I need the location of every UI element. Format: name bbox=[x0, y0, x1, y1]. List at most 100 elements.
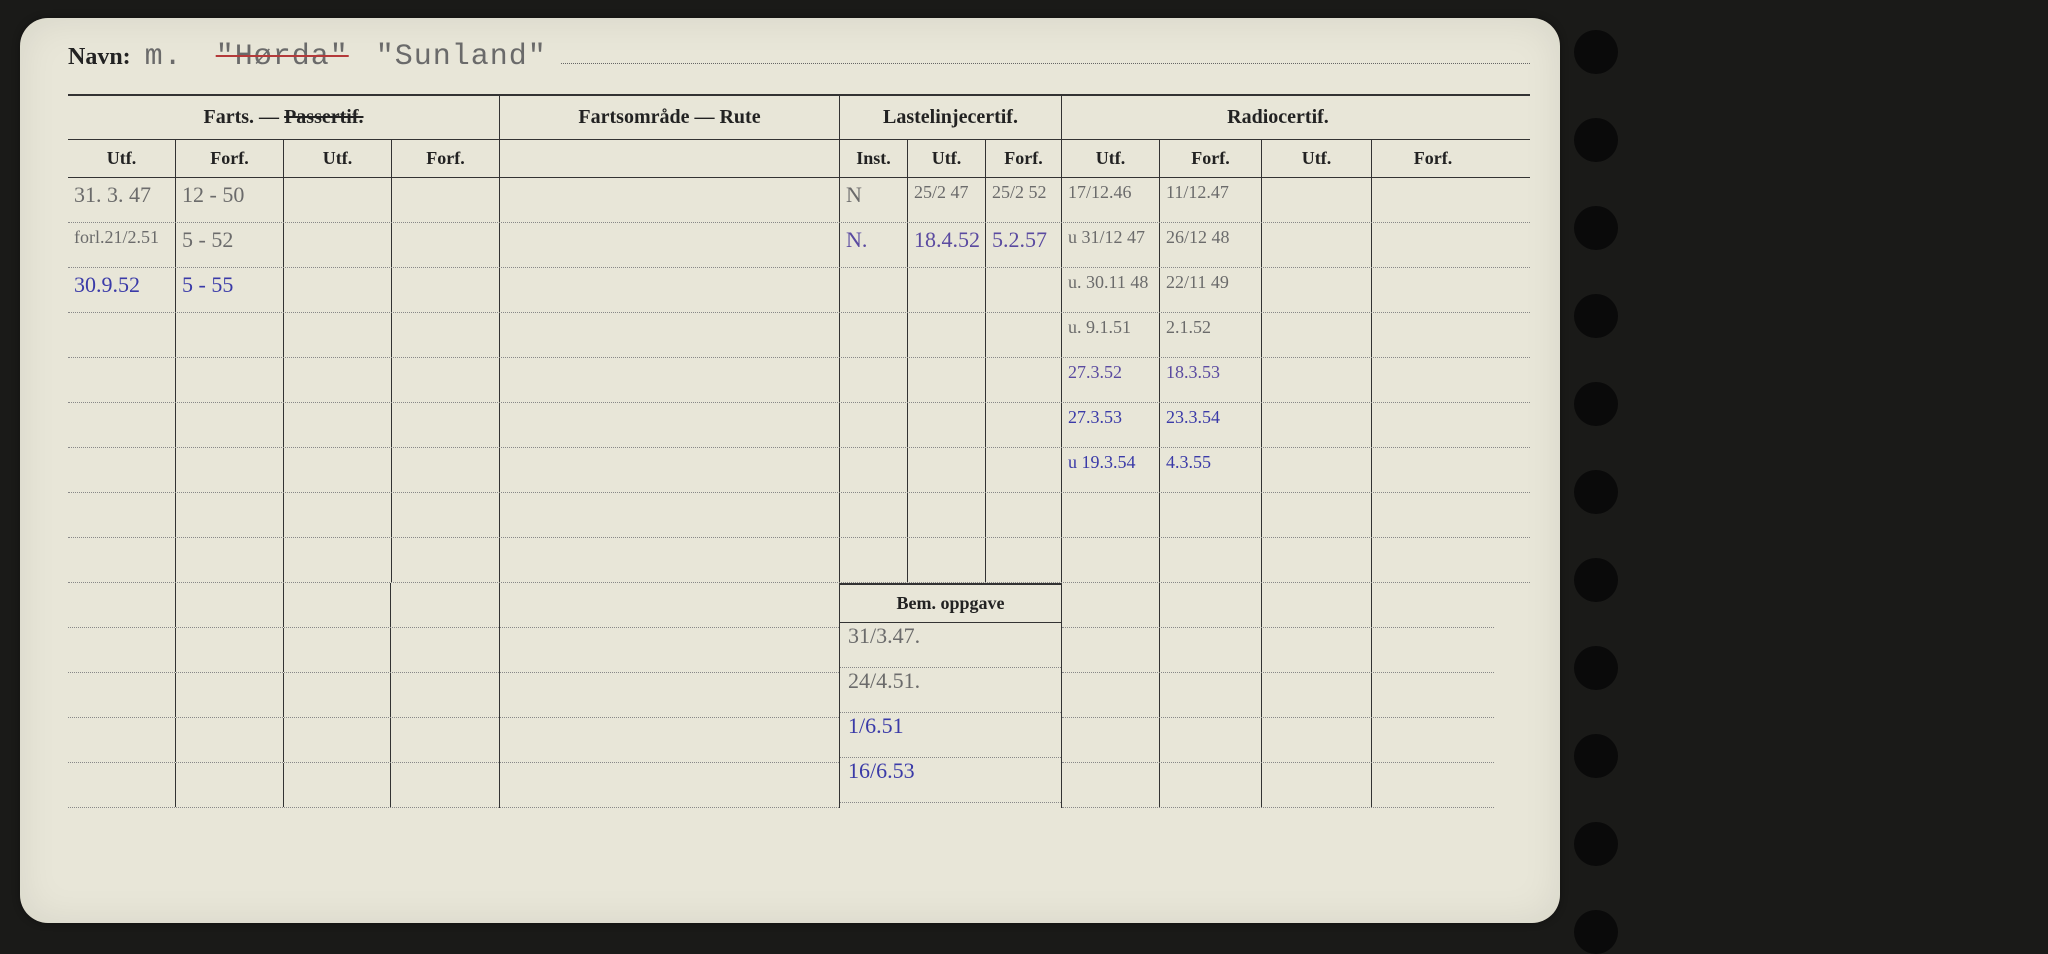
navn-row: Navn: m. "Hørda" "Sunland" bbox=[68, 40, 1530, 96]
cell bbox=[500, 223, 840, 267]
cell bbox=[1262, 358, 1372, 402]
cell bbox=[1372, 178, 1494, 222]
cell bbox=[1372, 358, 1494, 402]
bem-value: 1/6.51 bbox=[848, 713, 904, 757]
cell bbox=[284, 223, 392, 267]
table-row: u. 9.1.512.1.52 bbox=[68, 313, 1530, 358]
cell bbox=[986, 448, 1062, 492]
cell bbox=[176, 493, 284, 537]
navn-value: m. "Hørda" "Sunland" bbox=[145, 40, 547, 74]
cell bbox=[284, 358, 392, 402]
col-radio-forf2: Forf. bbox=[1372, 140, 1494, 177]
cell bbox=[986, 403, 1062, 447]
cell bbox=[284, 178, 392, 222]
cell bbox=[392, 178, 500, 222]
cell: 18.3.53 bbox=[1160, 358, 1262, 402]
cell bbox=[392, 313, 500, 357]
cell bbox=[284, 268, 392, 312]
table-row: 27.3.5218.3.53 bbox=[68, 358, 1530, 403]
cell: N. bbox=[840, 223, 908, 267]
cell bbox=[1062, 493, 1160, 537]
cell bbox=[392, 358, 500, 402]
cell: 31. 3. 47 bbox=[68, 178, 176, 222]
table-row: 30.9.525 - 55u. 30.11 4822/11 49 bbox=[68, 268, 1530, 313]
cell: 5.2.57 bbox=[986, 223, 1062, 267]
cell bbox=[68, 538, 176, 582]
cell bbox=[1372, 268, 1494, 312]
col-laste-utf: Utf. bbox=[908, 140, 986, 177]
header-farts-struck: Passertif. bbox=[284, 106, 363, 128]
punch-hole bbox=[1574, 30, 1618, 74]
cell: 5 - 52 bbox=[176, 223, 284, 267]
cell bbox=[284, 448, 392, 492]
cell bbox=[392, 223, 500, 267]
cell bbox=[1062, 538, 1160, 582]
cell: u 19.3.54 bbox=[1062, 448, 1160, 492]
punch-hole bbox=[1574, 382, 1618, 426]
lower-farts-blank bbox=[68, 583, 500, 808]
header-farts-text: Farts. — bbox=[204, 106, 280, 128]
punch-hole bbox=[1574, 734, 1618, 778]
cell bbox=[392, 403, 500, 447]
cell bbox=[500, 403, 840, 447]
header-lastelinje: Lastelinjecertif. bbox=[840, 96, 1062, 139]
cell bbox=[908, 538, 986, 582]
cell bbox=[840, 493, 908, 537]
table-row: 27.3.5323.3.54 bbox=[68, 403, 1530, 448]
bem-row: 24/4.51. bbox=[840, 668, 1061, 713]
cell: 12 - 50 bbox=[176, 178, 284, 222]
cell bbox=[1372, 448, 1494, 492]
cell bbox=[1262, 223, 1372, 267]
cell bbox=[1372, 538, 1494, 582]
cell: u. 9.1.51 bbox=[1062, 313, 1160, 357]
cell bbox=[840, 313, 908, 357]
cell bbox=[986, 313, 1062, 357]
cell bbox=[176, 358, 284, 402]
cell bbox=[840, 448, 908, 492]
cell: 17/12.46 bbox=[1062, 178, 1160, 222]
cell bbox=[284, 313, 392, 357]
cell: 4.3.55 bbox=[1160, 448, 1262, 492]
col-laste-inst: Inst. bbox=[840, 140, 908, 177]
lower-section: Bem. oppgave 31/3.47.24/4.51.1/6.5116/6.… bbox=[68, 583, 1530, 808]
cell bbox=[908, 493, 986, 537]
bem-value: 31/3.47. bbox=[848, 623, 920, 667]
cell bbox=[1262, 178, 1372, 222]
navn-name: "Sunland" bbox=[376, 40, 547, 74]
col-fartsom bbox=[500, 140, 840, 177]
bem-oppgave-block: Bem. oppgave 31/3.47.24/4.51.1/6.5116/6.… bbox=[840, 583, 1062, 808]
cell bbox=[68, 403, 176, 447]
cell bbox=[908, 268, 986, 312]
cell bbox=[986, 493, 1062, 537]
cell bbox=[840, 268, 908, 312]
cell bbox=[986, 538, 1062, 582]
navn-struck: "Hørda" bbox=[216, 40, 349, 74]
col-farts-utf1: Utf. bbox=[68, 140, 176, 177]
table-row: 31. 3. 4712 - 50N25/2 4725/2 5217/12.461… bbox=[68, 178, 1530, 223]
cell bbox=[986, 358, 1062, 402]
cell: 2.1.52 bbox=[1160, 313, 1262, 357]
cell bbox=[176, 313, 284, 357]
col-farts-forf2: Forf. bbox=[392, 140, 500, 177]
cell bbox=[392, 268, 500, 312]
cell bbox=[392, 538, 500, 582]
bem-header: Bem. oppgave bbox=[840, 583, 1061, 623]
header-farts: Farts. — Passertif. bbox=[68, 96, 500, 139]
punch-hole bbox=[1574, 558, 1618, 602]
cell bbox=[176, 448, 284, 492]
punch-hole bbox=[1574, 294, 1618, 338]
col-radio-forf1: Forf. bbox=[1160, 140, 1262, 177]
cell: 5 - 55 bbox=[176, 268, 284, 312]
punch-hole bbox=[1574, 206, 1618, 250]
binder-punch-holes bbox=[1574, 30, 1618, 954]
cell: 25/2 52 bbox=[986, 178, 1062, 222]
cell bbox=[1160, 538, 1262, 582]
cell bbox=[392, 493, 500, 537]
navn-prefix: m. bbox=[145, 40, 183, 74]
cell bbox=[284, 538, 392, 582]
cell bbox=[284, 403, 392, 447]
bem-row: 1/6.51 bbox=[840, 713, 1061, 758]
navn-label: Navn: bbox=[68, 44, 131, 71]
cell bbox=[500, 358, 840, 402]
cell bbox=[500, 313, 840, 357]
